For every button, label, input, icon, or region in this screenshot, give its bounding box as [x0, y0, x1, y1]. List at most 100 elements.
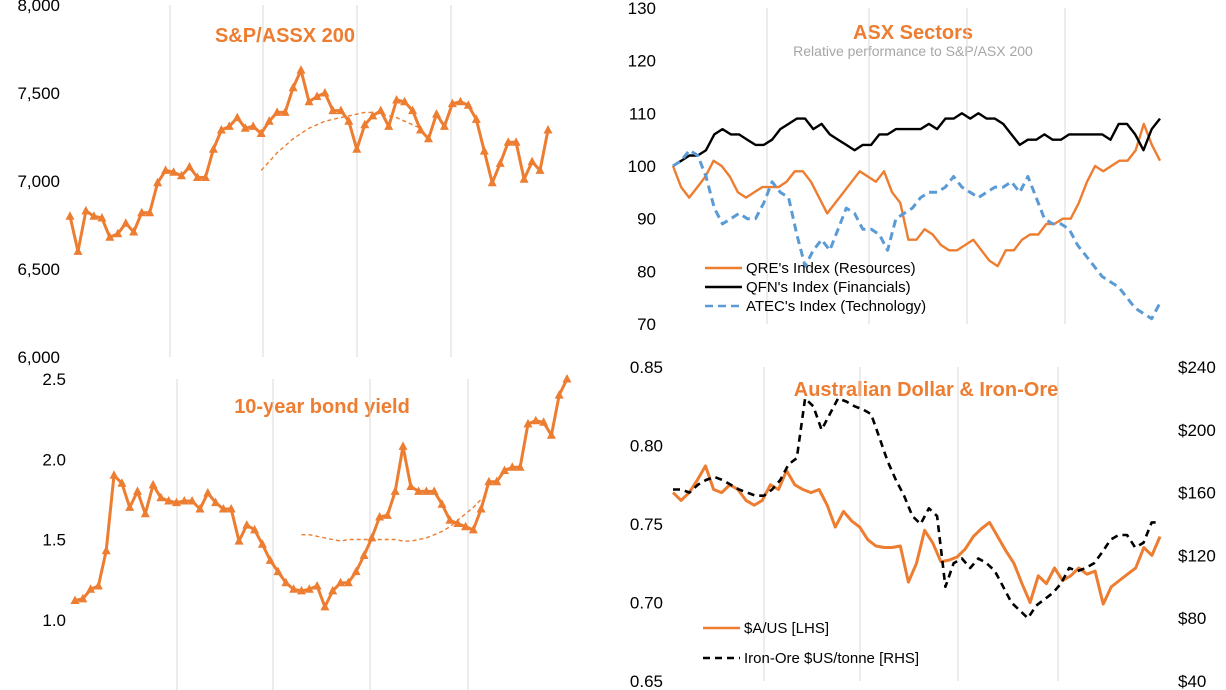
aud-y2tick-label: $120: [1178, 546, 1216, 565]
aud-ytick-label: 0.75: [630, 515, 663, 534]
aud-legend: $A/US [LHS] Iron-Ore $US/tonne [RHS]: [703, 620, 919, 667]
aud-y2tick-label: $160: [1178, 484, 1216, 503]
bond-trend-line: [301, 494, 490, 542]
bond-data-point: [554, 390, 564, 399]
bond-data-point: [429, 486, 439, 495]
asx200-data-point: [336, 105, 346, 115]
asx200-data-point: [208, 144, 218, 153]
asx200-data-point: [312, 91, 322, 100]
bond-data-point: [78, 593, 88, 603]
asx200-data-point: [169, 167, 179, 176]
asx200-data-point: [320, 88, 330, 97]
asx200-data-point: [479, 146, 489, 155]
asx200-data-point: [368, 110, 378, 120]
aud-series-0: [671, 464, 1162, 606]
asx200-ytick-label: 7,000: [17, 172, 60, 191]
asx200-data-point: [185, 161, 194, 171]
bond-data-point: [211, 497, 221, 507]
asx200-data-point: [352, 144, 362, 153]
asx200-data-point: [487, 177, 497, 187]
bond-data-point: [234, 536, 244, 545]
bond-data-point: [109, 470, 119, 479]
asx200-data-point: [248, 121, 258, 130]
bond-data-point: [531, 415, 541, 425]
asx200-data-point: [153, 177, 163, 187]
sectors-legend-label: QFN's Index (Financials): [746, 279, 911, 296]
asx200-data-point: [535, 165, 545, 174]
asx200-data-point: [121, 218, 131, 227]
bond-data-point: [257, 539, 267, 548]
bond-data-point: [359, 550, 369, 559]
bond-data-point: [445, 515, 455, 524]
bond-data-point: [500, 465, 509, 474]
sectors-chart-subtitle: Relative performance to S&P/ASX 200: [793, 43, 1033, 59]
bond-data-point: [390, 486, 400, 495]
bond-data-point: [375, 512, 385, 521]
bond-data-point: [320, 601, 330, 611]
bond-data-point: [328, 585, 338, 595]
asx200-data-point: [455, 96, 465, 106]
sectors-ytick-label: 80: [637, 262, 656, 281]
bond-data-point: [203, 488, 213, 497]
aud-y2tick-label: $40: [1178, 672, 1206, 690]
bond-ytick-label: 1.0: [42, 611, 66, 630]
asx200-data-point: [129, 227, 139, 236]
bond-data-point: [297, 585, 306, 595]
bond-data-point: [179, 496, 189, 505]
sectors-ytick-label: 110: [629, 104, 656, 123]
bond-data-point: [101, 545, 111, 555]
bond-data-point: [273, 566, 283, 576]
bond-data-point: [406, 481, 416, 490]
asx200-ytick-label: 8,000: [17, 0, 60, 15]
aud-ytick-label: 0.85: [630, 358, 663, 377]
bond-data-point: [117, 478, 127, 487]
asx200-data-point: [519, 174, 529, 183]
aud-chart-title: Australian Dollar & Iron-Ore: [794, 379, 1059, 401]
sectors-series-0: [671, 122, 1162, 268]
bond-data-point: [164, 496, 174, 505]
asx200-data-point: [495, 158, 505, 167]
bond-data-point: [468, 524, 478, 534]
bond-data-point: [312, 581, 322, 590]
aud-ytick-label: 0.70: [630, 594, 663, 613]
bond-data-point: [218, 504, 228, 513]
asx200-data-point: [424, 133, 433, 143]
asx200-data-point: [177, 170, 186, 180]
bond-data-point: [281, 577, 291, 587]
bond-data-point: [523, 418, 533, 428]
asx200-data-point: [511, 137, 521, 146]
asx200-ytick-label: 6,500: [17, 260, 60, 279]
asx200-data-point: [145, 207, 155, 217]
asx200-trend-line: [260, 111, 421, 171]
asx200-data-point: [447, 98, 457, 108]
asx200-data-point: [224, 121, 234, 130]
bond-data-point: [148, 479, 158, 489]
aud-chart: Australian Dollar & Iron-Ore 0.65 0.70 0.7…: [630, 358, 1216, 690]
sectors-ytick-label: 100: [628, 157, 656, 176]
asx200-data-point: [328, 105, 338, 115]
asx200-data-point: [240, 123, 250, 132]
asx200-data-point: [81, 205, 91, 215]
asx200-data-point: [463, 100, 473, 109]
bond-data-point: [343, 577, 353, 587]
bond-data-point: [421, 486, 431, 495]
asx200-chart: S&P/ASSX 200 6,000 6,500 7,000 7,500 8,000: [17, 0, 553, 367]
aud-legend-label: Iron-Ore $US/tonne [RHS]: [744, 650, 919, 667]
bond-data-point: [70, 595, 80, 604]
asx200-data-point: [527, 156, 537, 166]
bond-data-point: [125, 502, 135, 511]
bond-data-point: [304, 584, 314, 593]
sectors-ytick-label: 120: [628, 52, 656, 71]
sectors-chart-title: ASX Sectors: [853, 22, 973, 44]
sectors-legend-label: QRE's Index (Resources): [746, 260, 916, 277]
asx200-data-point: [216, 125, 226, 134]
asx200-data-point: [503, 137, 513, 146]
bond-data-point: [133, 486, 142, 495]
sectors-ytick-label: 130: [628, 0, 656, 18]
bond-data-point: [336, 577, 345, 587]
bond-data-point: [515, 462, 525, 471]
asx200-data-point: [105, 232, 115, 241]
bond-data-point: [250, 524, 260, 534]
bond-data-point: [242, 520, 252, 529]
asx200-data-point: [200, 172, 210, 181]
